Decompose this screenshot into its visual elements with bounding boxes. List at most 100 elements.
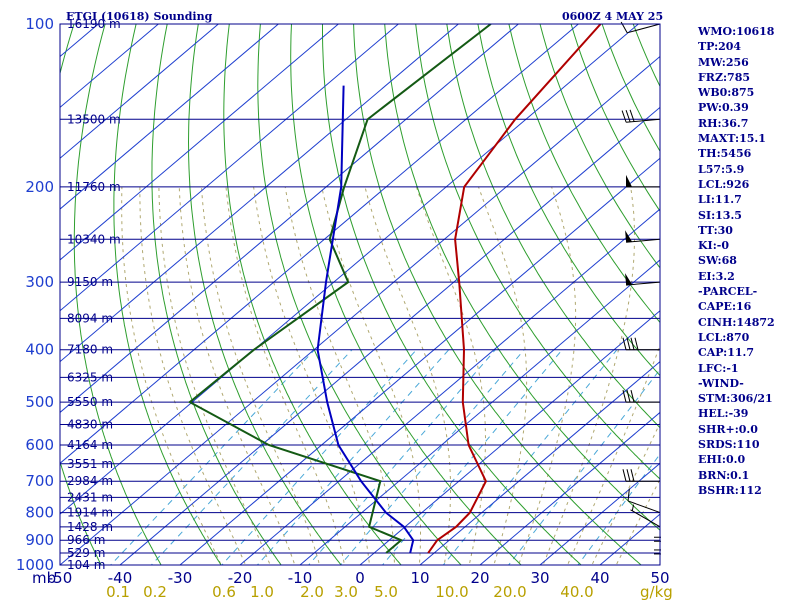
mixing-ratio-tick-label: 5.0: [374, 583, 398, 600]
height-level-label: 2984 m: [67, 474, 113, 488]
moist-adiabat: [567, 344, 660, 565]
index-item: HEL:-39: [698, 407, 749, 421]
dry-adiabat: [322, 24, 582, 565]
dewpoint-profile: [188, 24, 492, 554]
moist-adiabat: [321, 186, 421, 565]
index-item: L57:5.9: [698, 162, 745, 176]
index-item: STM:306/21: [698, 392, 773, 406]
height-level-label: 1914 m: [67, 506, 113, 520]
mixing-ratio-line: [381, 349, 563, 565]
moist-adiabat: [478, 186, 528, 565]
sounding-time: 0600Z 4 MAY 25: [562, 10, 663, 23]
isotherm: [60, 24, 160, 109]
height-level-label: 8094 m: [67, 311, 113, 325]
mixing-ratio-line: [109, 349, 315, 565]
sounding-profiles: [188, 24, 602, 554]
dry-adiabat: [257, 24, 462, 565]
mixing-ratio-tick-label: 10.0: [435, 583, 468, 600]
isotherm: [60, 24, 460, 363]
dry-adiabat: [539, 24, 660, 269]
wind-barb: [627, 488, 661, 514]
height-level-label: 13500 m: [67, 112, 121, 126]
isotherm: [60, 24, 520, 414]
temperature-tick-label: 20: [470, 569, 489, 587]
index-item: FRZ:785: [698, 70, 751, 84]
isotherm: [60, 55, 660, 565]
wind-barb: [621, 109, 661, 123]
index-item: CINH:14872: [698, 315, 775, 329]
mixing-ratio-line: [577, 453, 660, 565]
pressure-tick-label: 300: [25, 273, 54, 291]
pressure-tick-label: 600: [25, 436, 54, 454]
pressure-tick-label: 100: [25, 15, 54, 33]
mixing-ratio-line: [507, 368, 660, 565]
mixing-ratio-tick-label: 40.0: [560, 583, 593, 600]
dry-adiabat: [446, 24, 660, 429]
height-level-label: 4830 m: [67, 418, 113, 432]
isotherm: [359, 310, 660, 565]
moist-adiabat: [121, 186, 222, 565]
temperature-tick-label: 10: [410, 569, 429, 587]
chart-title: ETGI (10618) Sounding: [66, 10, 213, 23]
mixing-ratio-lines: [109, 349, 660, 565]
moist-adiabat: [225, 186, 346, 565]
index-item: EHI:0.0: [698, 453, 746, 467]
moist-adiabat: [178, 186, 296, 565]
height-level-label: 11760 m: [67, 180, 121, 194]
height-level-label: 10340 m: [67, 232, 121, 246]
wind-barbs: [620, 21, 661, 555]
index-item: SHR+:0.0: [698, 422, 758, 436]
wind-barb: [626, 174, 660, 188]
wind-barb: [622, 337, 660, 351]
dry-adiabat: [290, 24, 522, 565]
pressure-tick-label: 400: [25, 341, 54, 359]
isotherm: [479, 411, 660, 565]
mixing-ratio-line: [442, 349, 618, 565]
isotherm: [299, 259, 660, 565]
moist-adiabats: [121, 186, 660, 565]
moist-adiabat: [591, 422, 660, 565]
pressure-tick-label: 800: [25, 504, 54, 522]
mixing-ratio-tick-label: 0.1: [106, 583, 130, 600]
isotherm: [60, 24, 400, 312]
isotherm: [419, 360, 660, 565]
height-level-label: 529 m: [67, 546, 105, 560]
temperature-tick-label: -50: [48, 569, 73, 587]
temperature-profile: [427, 24, 602, 554]
wet-bulb-profile: [316, 85, 415, 554]
moist-adiabat: [158, 186, 271, 565]
isotherm: [179, 157, 660, 565]
pressure-tick-label: 900: [25, 531, 54, 549]
index-item: CAPE:16: [698, 300, 752, 314]
dry-adiabat: [353, 24, 642, 565]
mixing-ratio-tick-label: 20.0: [493, 583, 526, 600]
index-item: SI:13.5: [698, 208, 742, 222]
index-item: TH:5456: [698, 147, 752, 161]
wind-barb: [625, 230, 661, 243]
mixing-ratio-unit-label: g/kg: [640, 583, 673, 600]
mixing-ratio-line: [150, 349, 353, 565]
index-item: SW:68: [698, 254, 737, 268]
temperature-tick-label: -10: [288, 569, 313, 587]
mixing-ratio-line: [221, 349, 417, 565]
index-item: TT:30: [698, 223, 733, 237]
index-item: EI:3.2: [698, 269, 735, 283]
dry-adiabat: [187, 24, 342, 565]
isotherm: [239, 208, 660, 565]
index-item: MW:256: [698, 55, 749, 69]
mixing-ratio-tick-label: 2.0: [300, 583, 324, 600]
wind-barb: [630, 504, 661, 528]
height-level-label: 3551 m: [67, 457, 113, 471]
index-item: MAXT:15.1: [698, 132, 766, 146]
index-item: WMO:10618: [698, 25, 775, 38]
plot-frame: [59, 23, 661, 566]
index-item: -PARCEL-: [698, 285, 758, 299]
mixing-ratio-tick-label: 0.6: [212, 583, 236, 600]
index-item: -WIND-: [698, 376, 744, 390]
temperature-tick-label: 0: [355, 569, 365, 587]
dry-adiabat: [151, 24, 282, 565]
isotherm: [119, 106, 660, 565]
wind-barb: [622, 469, 660, 482]
index-item: LCL:870: [698, 330, 750, 344]
